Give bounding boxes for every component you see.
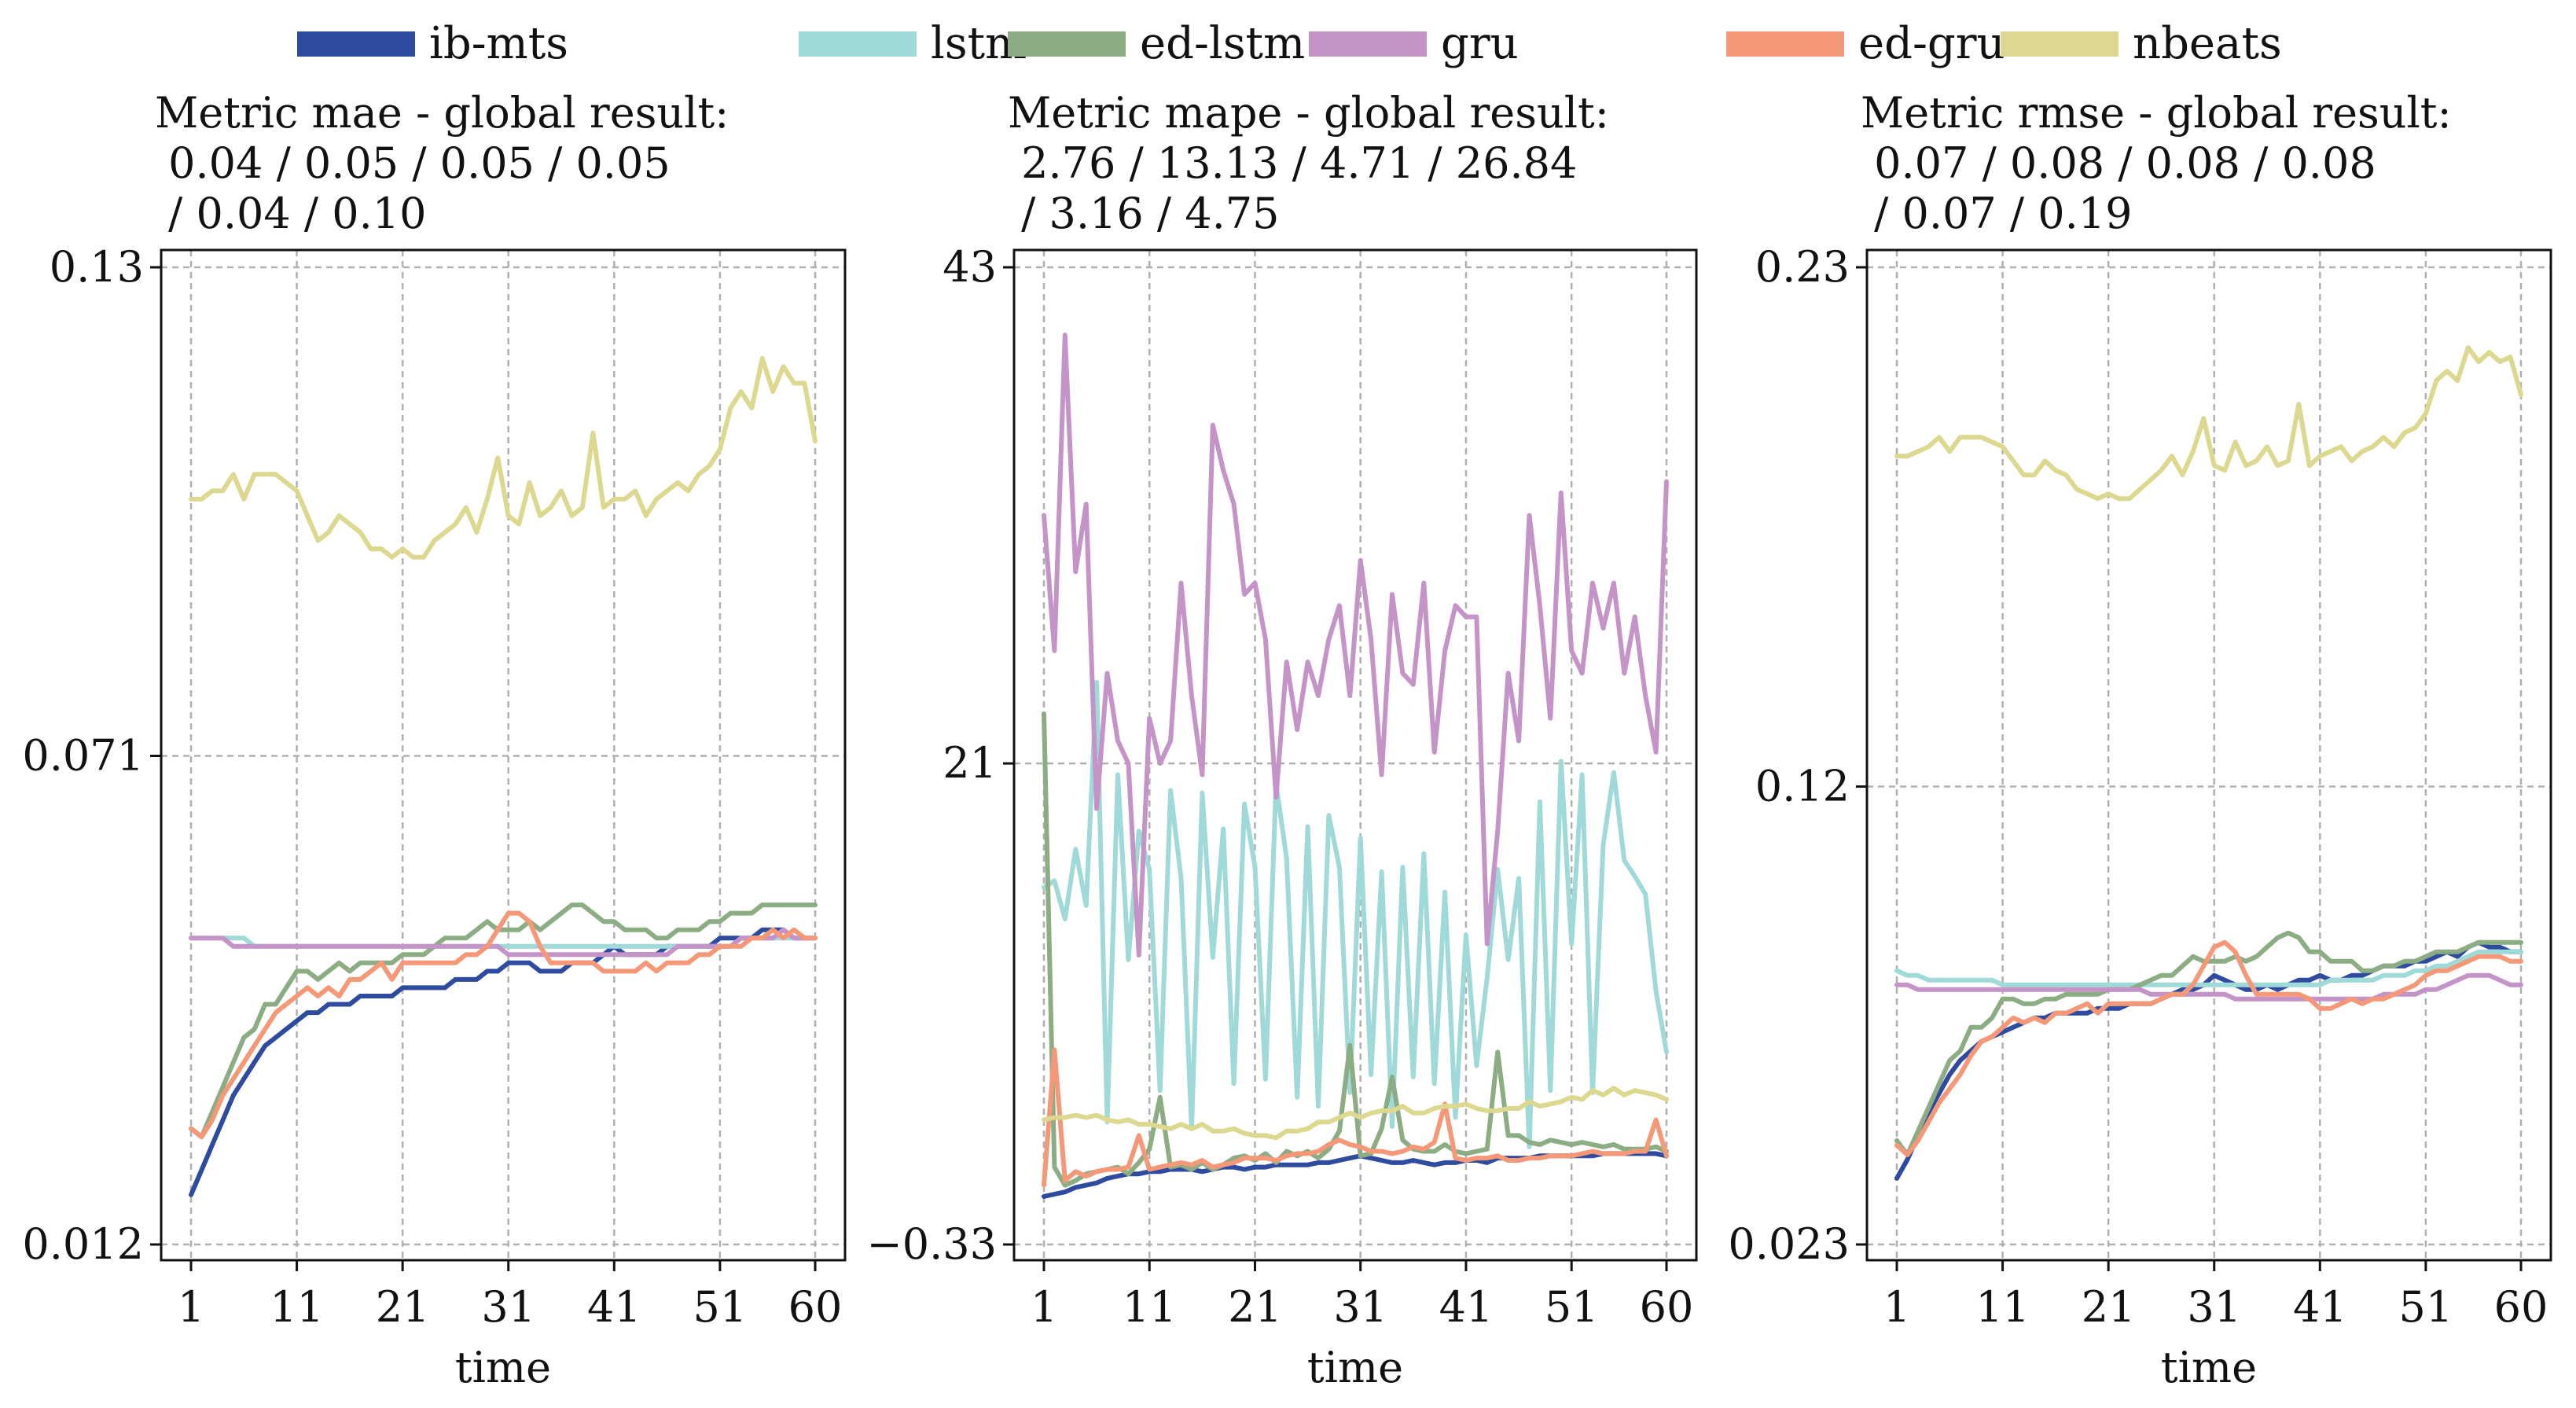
series-line-gru xyxy=(189,927,818,958)
series-line-nbeats xyxy=(1042,1086,1669,1141)
y-tick-label: 0.012 xyxy=(22,1219,144,1269)
y-tick-label: 43 xyxy=(943,242,997,292)
y-tick-label: −0.33 xyxy=(867,1219,997,1269)
x-tick-label: 51 xyxy=(693,1282,748,1332)
legend-label-gru: gru xyxy=(1441,18,1519,69)
panel-rmse: Metric rmse - global result: 0.07 / 0.08… xyxy=(1728,88,2552,1392)
series-line-ed-gru xyxy=(1042,1047,1669,1188)
y-tick-label: 0.071 xyxy=(22,731,144,781)
series-line-gru xyxy=(1042,333,1669,958)
legend-swatch-nbeats xyxy=(2001,31,2118,57)
panel-title-line: Metric mape - global result: xyxy=(1008,88,1609,138)
y-tick-label: 0.12 xyxy=(1755,762,1850,811)
x-tick-label: 60 xyxy=(2494,1282,2548,1332)
panel-mape: Metric mape - global result: 2.76 / 13.1… xyxy=(867,88,1698,1392)
y-tick-label: 21 xyxy=(943,738,997,788)
x-tick-label: 11 xyxy=(270,1282,324,1332)
x-tick-label: 51 xyxy=(1545,1282,1599,1332)
series-line-ed-gru xyxy=(189,910,818,1140)
panel-title-line: 0.07 / 0.08 / 0.08 / 0.08 xyxy=(1861,138,2376,188)
series-line-nbeats xyxy=(1894,345,2523,502)
x-tick-label: 31 xyxy=(481,1282,535,1332)
panel-title-line: 0.04 / 0.05 / 0.05 / 0.05 xyxy=(155,138,671,188)
plot-frame xyxy=(1865,248,2552,1262)
series-line-ed-lstm xyxy=(1894,930,2523,1157)
panel-title-line: / 0.07 / 0.19 xyxy=(1861,189,2133,238)
legend-label-nbeats: nbeats xyxy=(2133,18,2282,69)
x-axis-label: time xyxy=(455,1343,551,1392)
x-axis-label: time xyxy=(2161,1343,2257,1392)
series-line-ib-mts xyxy=(1042,1151,1669,1199)
series-line-ed-lstm xyxy=(189,903,818,1140)
x-tick-label: 51 xyxy=(2399,1282,2453,1332)
series-line-ed-gru xyxy=(1894,939,2523,1157)
y-tick-label: 0.13 xyxy=(50,242,144,292)
legend-swatch-ed-lstm xyxy=(1008,31,1126,57)
series-line-ib-mts xyxy=(189,927,818,1197)
x-tick-label: 41 xyxy=(587,1282,641,1332)
series-line-ed-lstm xyxy=(1042,711,1669,1188)
panel-title-line: / 3.16 / 4.75 xyxy=(1008,189,1280,238)
legend-swatch-gru xyxy=(1309,31,1427,57)
x-tick-label: 31 xyxy=(2187,1282,2241,1332)
x-tick-label: 21 xyxy=(1228,1282,1282,1332)
panel-title-line: / 0.04 / 0.10 xyxy=(155,189,427,238)
y-tick-label: 0.23 xyxy=(1755,242,1850,292)
legend: ib-mts lstm ed-lstm gru ed-gru nbeats xyxy=(297,18,2282,69)
x-tick-label: 1 xyxy=(1031,1282,1057,1332)
y-tick-label: 0.023 xyxy=(1728,1219,1850,1269)
series-line-lstm xyxy=(1042,679,1669,1149)
x-tick-label: 1 xyxy=(178,1282,204,1332)
legend-swatch-lstm xyxy=(799,31,917,57)
x-tick-label: 11 xyxy=(1975,1282,2030,1332)
series-line-gru xyxy=(1894,972,2523,1002)
x-tick-label: 21 xyxy=(376,1282,430,1332)
x-tick-label: 60 xyxy=(788,1282,843,1332)
legend-swatch-ib-mts xyxy=(297,31,415,57)
series-line-lstm xyxy=(1894,949,2523,987)
panel-title-line: 2.76 / 13.13 / 4.71 / 26.84 xyxy=(1008,138,1577,188)
plot-frame xyxy=(1012,248,1698,1262)
x-tick-label: 31 xyxy=(1333,1282,1387,1332)
series-line-nbeats xyxy=(189,355,818,560)
legend-swatch-ed-gru xyxy=(1726,31,1844,57)
x-tick-label: 41 xyxy=(1439,1282,1494,1332)
panel-mae: Metric mae - global result: 0.04 / 0.05 … xyxy=(22,88,847,1392)
x-tick-label: 21 xyxy=(2082,1282,2136,1332)
panel-title-line: Metric mae - global result: xyxy=(155,88,729,138)
x-tick-label: 60 xyxy=(1640,1282,1694,1332)
legend-label-ed-lstm: ed-lstm xyxy=(1140,18,1305,69)
legend-label-ed-gru: ed-gru xyxy=(1858,18,2005,69)
x-tick-label: 41 xyxy=(2293,1282,2347,1332)
x-tick-label: 11 xyxy=(1123,1282,1177,1332)
legend-label-ib-mts: ib-mts xyxy=(429,18,568,69)
x-tick-label: 1 xyxy=(1883,1282,1910,1332)
panel-title-line: Metric rmse - global result: xyxy=(1861,88,2452,138)
x-axis-label: time xyxy=(1307,1343,1403,1392)
